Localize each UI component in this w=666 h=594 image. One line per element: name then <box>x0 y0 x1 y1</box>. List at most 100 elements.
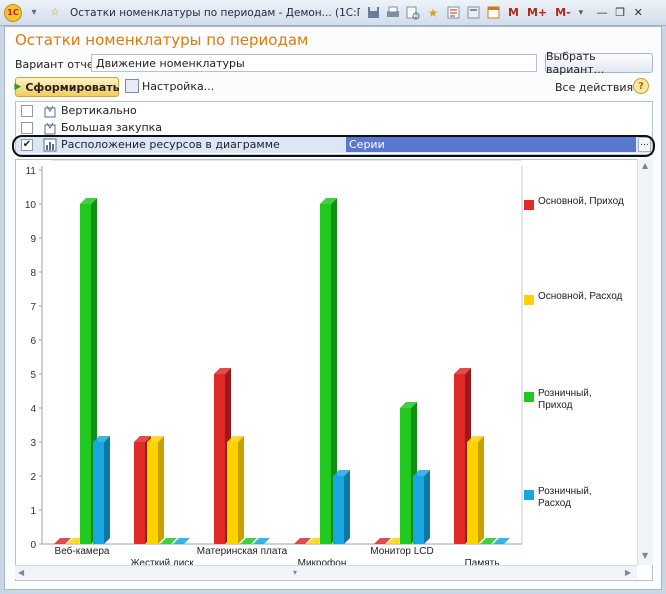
scroll-left-icon[interactable]: ◀ <box>18 568 25 577</box>
memory-m-minus-button[interactable]: M- <box>555 6 571 19</box>
bar-front <box>413 476 424 544</box>
y-tick-label: 2 <box>30 472 36 483</box>
add-favorite-icon[interactable]: ★ <box>427 5 439 20</box>
bar-side <box>238 436 244 544</box>
y-tick-label: 6 <box>30 336 36 347</box>
save-icon[interactable] <box>364 4 382 22</box>
settings-row-label: Вертикально <box>61 104 137 117</box>
bar-front <box>333 476 344 544</box>
x-tick-label: Материнская плата <box>197 546 288 557</box>
y-tick-label: 1 <box>30 506 36 517</box>
scroll-down-icon[interactable]: ▼ <box>642 551 649 560</box>
bar-front <box>400 408 411 544</box>
all-actions-menu[interactable]: Все действия ▾ <box>555 81 643 94</box>
bar-front <box>93 442 104 544</box>
generate-button-label: Сформировать <box>25 80 120 94</box>
legend-swatch <box>524 490 534 500</box>
bar-front <box>320 204 331 544</box>
y-tick-label: 7 <box>30 302 36 313</box>
play-icon: ▶ <box>14 82 22 92</box>
app-logo[interactable]: 1С <box>4 3 22 22</box>
scroll-right-icon[interactable]: ▶ <box>625 568 632 577</box>
generate-button[interactable]: ▶ Сформировать <box>14 77 120 97</box>
y-tick-label: 5 <box>30 370 36 381</box>
bar-top <box>374 538 391 544</box>
chart-settings-icon <box>43 138 57 151</box>
minimize-icon[interactable]: — <box>596 6 608 19</box>
checkbox[interactable] <box>21 121 33 134</box>
settings-row-value[interactable]: Серии <box>346 137 636 152</box>
bar-top <box>173 538 190 544</box>
window-controls: — ❐ ✕ <box>593 5 647 21</box>
choose-variant-button[interactable]: Выбрать вариант... <box>545 50 653 76</box>
bar-front <box>80 204 91 544</box>
legend-label: Розничный, Расход <box>538 486 592 509</box>
favorite-star-icon[interactable]: ☆ <box>50 7 60 18</box>
bar-top <box>80 198 97 204</box>
chart-frame: 0 1 2 3 4 5 6 7 8 9 10 11 Веб-камера Жесткий диск Мате… <box>15 159 653 581</box>
legend-swatch <box>524 200 534 210</box>
settings-row-vertical[interactable]: Вертикально <box>16 102 652 119</box>
print-preview-icon[interactable] <box>404 4 422 22</box>
bar-top <box>467 436 484 442</box>
x-tick-label: Монитор LCD <box>370 546 434 557</box>
bar-top <box>227 436 244 442</box>
page-title: Остатки номенклатуры по периодам <box>15 31 309 49</box>
horizontal-scrollbar[interactable]: ◀ ▾ ▶ <box>15 565 637 579</box>
history-icon[interactable] <box>444 4 462 22</box>
bar-top <box>493 538 510 544</box>
bar-side <box>104 436 110 544</box>
bar-top <box>93 436 110 442</box>
bar-top <box>147 436 164 442</box>
y-tick-label: 4 <box>30 404 36 415</box>
variant-label: Вариант отчета: <box>15 58 111 71</box>
y-tick-label: 0 <box>30 540 36 551</box>
memory-m-plus-button[interactable]: M+ <box>526 6 548 19</box>
bar-side <box>158 436 164 544</box>
bar-top <box>454 368 471 374</box>
toolbar-dropdown-icon[interactable]: ▾ <box>578 7 584 18</box>
y-tick-label: 10 <box>25 200 37 211</box>
scroll-up-icon[interactable]: ▲ <box>642 161 649 170</box>
settings-row-resource-placement[interactable]: ✔ Расположение ресурсов в диаграмме Сери… <box>16 136 652 153</box>
bar-top <box>160 538 177 544</box>
print-icon[interactable] <box>384 4 402 22</box>
bar-top <box>307 538 324 544</box>
settings-row-big-purchase[interactable]: Большая закупка <box>16 119 652 136</box>
bar-top <box>294 538 311 544</box>
checkbox[interactable] <box>21 104 33 117</box>
scroll-thumb-icon[interactable]: ▾ <box>293 568 298 577</box>
settings-row-label: Расположение ресурсов в диаграмме <box>61 138 280 151</box>
bar-top <box>134 436 151 442</box>
settings-item-icon <box>44 122 56 134</box>
settings-button[interactable]: Настройка... <box>125 79 214 93</box>
x-tick-label: Веб-камера <box>55 545 110 557</box>
bar-top <box>413 470 430 476</box>
y-tick-label: 8 <box>30 268 36 279</box>
variant-field[interactable]: Движение номенклатуры <box>91 54 537 72</box>
close-icon[interactable]: ✕ <box>633 6 643 19</box>
y-tick-label: 11 <box>26 166 37 177</box>
bar-front <box>134 442 145 544</box>
bar-top <box>333 470 350 476</box>
vertical-scrollbar[interactable]: ▲ ▼ <box>637 159 653 565</box>
bar-front <box>214 374 225 544</box>
help-icon[interactable]: ? <box>633 78 649 94</box>
bar-side <box>331 198 337 544</box>
memory-m-button[interactable]: M <box>508 6 519 19</box>
calculator-icon[interactable] <box>464 4 482 22</box>
chart-svg: 0 1 2 3 4 5 6 7 8 9 10 11 Веб-камера Жесткий дискМате… <box>25 159 624 569</box>
settings-list: Вертикально Большая закупка ✔ Расположен… <box>15 101 653 155</box>
maximize-icon[interactable]: ❐ <box>615 6 626 19</box>
report-form: Остатки номенклатуры по периодам Вариант… <box>4 26 662 590</box>
bar-front <box>454 374 465 544</box>
settings-item-icon <box>44 105 56 117</box>
bar-top <box>387 538 404 544</box>
bar-side <box>344 470 350 544</box>
legend-label: Основной, Приход <box>538 196 624 207</box>
bar-top <box>214 368 231 374</box>
app-menu-icon[interactable]: ▾ <box>31 7 37 18</box>
calendar-icon[interactable] <box>484 4 502 22</box>
y-tick-label: 9 <box>30 234 36 245</box>
bar-top <box>54 538 71 544</box>
